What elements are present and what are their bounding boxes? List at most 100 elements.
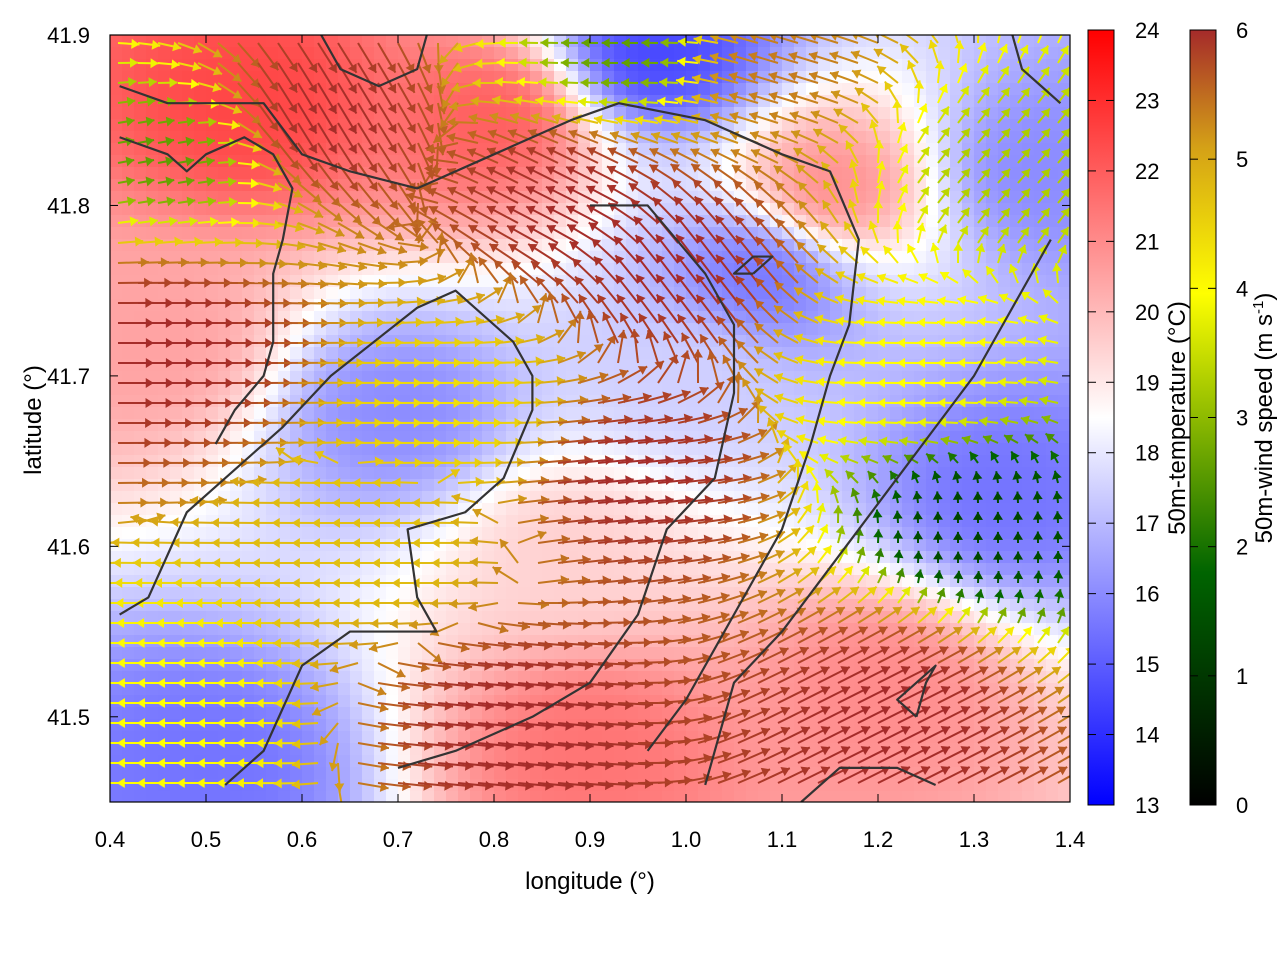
temperature-cell bbox=[206, 527, 219, 540]
temperature-cell bbox=[338, 755, 351, 768]
temperature-cell bbox=[866, 287, 879, 300]
temperature-cell bbox=[1022, 551, 1035, 564]
temperature-cell bbox=[890, 539, 903, 552]
temperature-cell bbox=[998, 455, 1011, 468]
temperature-cell bbox=[482, 371, 495, 384]
temperature-cell bbox=[638, 47, 651, 60]
temperature-cell bbox=[206, 227, 219, 240]
temperature-cell bbox=[182, 347, 195, 360]
temperature-cell bbox=[362, 431, 375, 444]
temperature-cell bbox=[194, 227, 207, 240]
temperature-cell bbox=[866, 335, 879, 348]
temperature-cell bbox=[170, 95, 183, 108]
temperature-cell bbox=[350, 779, 363, 792]
temperature-cell bbox=[254, 791, 267, 802]
temperature-cell bbox=[122, 563, 135, 576]
temperature-cell bbox=[494, 407, 507, 420]
temperature-cell bbox=[866, 419, 879, 432]
temperature-cell bbox=[578, 335, 591, 348]
temperature-cell bbox=[182, 695, 195, 708]
temperature-cell bbox=[218, 743, 231, 756]
temperature-cell bbox=[590, 767, 603, 780]
temperature-cell bbox=[386, 467, 399, 480]
temperature-cell bbox=[650, 755, 663, 768]
temperature-cell bbox=[110, 131, 123, 144]
temperature-cell bbox=[530, 539, 543, 552]
temperature-cell bbox=[266, 443, 279, 456]
temperature-cell bbox=[566, 731, 579, 744]
temperature-cell bbox=[686, 743, 699, 756]
temperature-cell bbox=[614, 503, 627, 516]
temperature-cell bbox=[170, 767, 183, 780]
temperature-cell bbox=[302, 779, 315, 792]
temperature-cell bbox=[206, 347, 219, 360]
temperature-cell bbox=[206, 779, 219, 792]
temperature-cell bbox=[398, 383, 411, 396]
temperature-cell bbox=[122, 359, 135, 372]
temperature-cell bbox=[278, 611, 291, 624]
temperature-cell bbox=[122, 251, 135, 264]
temperature-cell bbox=[206, 167, 219, 180]
temperature-cell bbox=[422, 455, 435, 468]
temperature-cell bbox=[170, 371, 183, 384]
temperature-cell bbox=[110, 623, 123, 636]
temperature-cell bbox=[746, 503, 759, 516]
temperature-cell bbox=[398, 419, 411, 432]
temperature-cell bbox=[254, 623, 267, 636]
temperature-cell bbox=[146, 263, 159, 276]
temperature-cell bbox=[242, 407, 255, 420]
temperature-cell bbox=[146, 659, 159, 672]
temperature-cell bbox=[518, 611, 531, 624]
temperature-cell bbox=[170, 491, 183, 504]
temperature-cell bbox=[698, 623, 711, 636]
temperature-cell bbox=[962, 239, 975, 252]
temperature-cell bbox=[242, 323, 255, 336]
temperature-cell bbox=[422, 383, 435, 396]
temperature-cell bbox=[698, 683, 711, 696]
temperature-cell bbox=[422, 503, 435, 516]
temperature-cell bbox=[242, 575, 255, 588]
temperature-cell bbox=[242, 599, 255, 612]
temperature-cell bbox=[902, 539, 915, 552]
temperature-cell bbox=[110, 191, 123, 204]
temperature-cell bbox=[110, 275, 123, 288]
temperature-cell bbox=[146, 647, 159, 660]
temperature-cell bbox=[386, 299, 399, 312]
temperature-cell bbox=[1034, 599, 1047, 612]
temperature-cell bbox=[878, 95, 891, 108]
temperature-cell bbox=[350, 527, 363, 540]
temperature-cell bbox=[182, 743, 195, 756]
temperature-cell bbox=[602, 47, 615, 60]
temperature-cell bbox=[878, 215, 891, 228]
temperature-cell bbox=[230, 287, 243, 300]
temperature-cell bbox=[734, 59, 747, 72]
temperature-cell bbox=[590, 731, 603, 744]
temperature-cell bbox=[926, 347, 939, 360]
temperature-cell bbox=[434, 611, 447, 624]
temperature-cell bbox=[506, 407, 519, 420]
temperature-cell bbox=[626, 503, 639, 516]
temperature-cell bbox=[122, 347, 135, 360]
temperature-cell bbox=[206, 503, 219, 516]
temperature-cell bbox=[146, 467, 159, 480]
temperature-cell bbox=[278, 551, 291, 564]
temperature-cell bbox=[926, 287, 939, 300]
temperature-cell bbox=[182, 623, 195, 636]
temperature-cell bbox=[218, 563, 231, 576]
temperature-cell bbox=[962, 347, 975, 360]
temperature-cell bbox=[182, 143, 195, 156]
temperature-cell bbox=[902, 551, 915, 564]
temperature-cell bbox=[830, 515, 843, 528]
temperature-cell bbox=[410, 479, 423, 492]
temperature-cell bbox=[194, 611, 207, 624]
temperature-cell bbox=[146, 347, 159, 360]
temperature-cell bbox=[194, 107, 207, 120]
temperature-cell bbox=[338, 671, 351, 684]
temperature-cell bbox=[278, 767, 291, 780]
temperature-cell bbox=[566, 407, 579, 420]
temperature-cell bbox=[914, 479, 927, 492]
temperature-cell bbox=[146, 383, 159, 396]
temperature-cell bbox=[134, 155, 147, 168]
temperature-cell bbox=[794, 119, 807, 132]
temperature-cell bbox=[686, 371, 699, 384]
